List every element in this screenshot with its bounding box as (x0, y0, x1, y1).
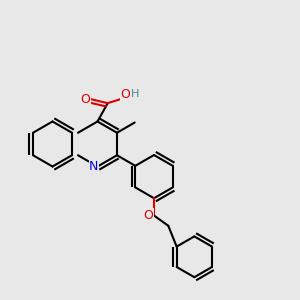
Text: N: N (89, 160, 99, 173)
Text: O: O (121, 88, 130, 101)
Text: H: H (131, 89, 140, 99)
Text: O: O (80, 93, 90, 106)
Text: O: O (144, 209, 154, 222)
